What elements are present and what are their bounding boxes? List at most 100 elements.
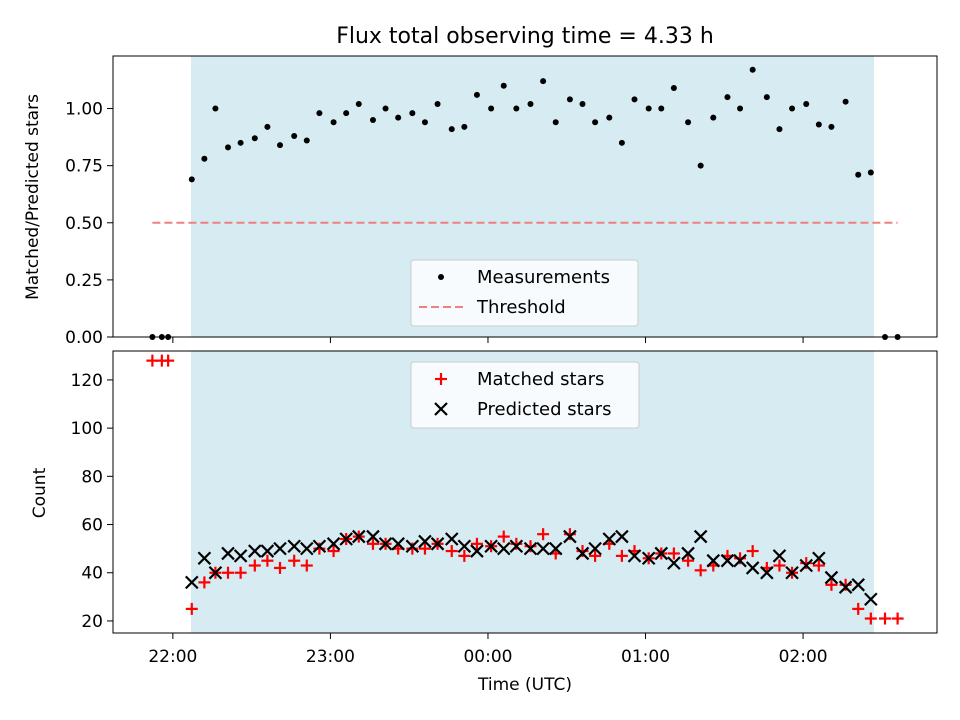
predicted-star-point [627,549,642,563]
predicted-star-point [785,565,799,580]
measurement-point [867,169,874,176]
matched-star-point [537,528,550,541]
legend-measurements-marker [438,274,444,280]
matched-star-point [746,545,759,558]
measurement-point [592,119,599,126]
matched-star-point [198,576,211,589]
measurement-point [540,78,547,85]
y-tick-label: 100 [71,419,103,439]
measurement-point [225,144,232,151]
measurement-point [749,66,756,73]
matched-star-point [773,559,786,572]
measurement-point [461,123,468,130]
matched-star-point [406,542,419,555]
measurement-point [645,105,652,112]
predicted-star-point [563,529,577,544]
measurement-point [631,96,638,103]
measurement-point [527,100,534,107]
predicted-star-point [378,537,393,551]
predicted-star-point [184,575,199,590]
predicted-star-point [352,529,366,544]
predicted-star-point [851,578,866,592]
measurement-point [264,123,271,130]
predicted-star-point [208,565,223,580]
matched-star-point [576,545,589,558]
x-tick-label: 01:00 [621,647,670,667]
predicted-star-point [588,541,602,556]
matched-star-point [313,542,326,555]
matched-star-point [825,578,838,591]
measurement-point [513,105,520,112]
legend-matched-marker [435,373,447,385]
matched-star-point [445,545,458,558]
ratio-legend: Measurements Threshold [410,259,639,327]
measurement-point [237,139,244,146]
measurement-point [697,162,704,169]
predicted-star-point [799,558,814,573]
ratio-y-axis-label: Matched/Predicted stars [23,94,43,300]
y-tick-label: 20 [81,612,103,632]
predicted-star-point [444,532,459,546]
x-tick-label: 22:00 [148,647,197,667]
measurement-point [789,105,796,112]
count-plot-frame [112,350,938,634]
measurement-point [303,137,310,144]
predicted-star-point [233,549,248,563]
predicted-star-point [430,537,445,551]
predicted-star-point [391,537,405,551]
measurement-point [448,126,455,133]
measurement-point [776,126,783,133]
measurement-point [763,94,770,101]
predicted-star-point [273,541,287,556]
count-legend: Matched stars Predicted stars [410,361,640,429]
measurement-point [369,116,376,123]
matched-star-point [510,537,523,550]
measurement-point [658,105,665,112]
y-tick-label: 120 [71,371,103,391]
measurement-point [395,114,402,121]
x-tick-label: 00:00 [463,647,512,667]
measurement-point [552,119,559,126]
predicted-star-point [484,539,498,554]
predicted-star-point [260,544,275,558]
predicted-star-point [641,551,656,566]
measurement-point [500,82,507,89]
y-tick-label: 40 [81,564,103,584]
count-panel: 20 40 60 80 100 120 22:00 23:00 00:00 01:00 02:00… [30,350,938,695]
matched-star-point [682,554,695,567]
predicted-star-point [654,546,669,561]
legend-predicted-marker [434,402,448,416]
matched-star-point [615,549,628,562]
matched-star-point [852,602,865,615]
measurement-point [473,91,480,98]
predicted-star-point [457,539,472,554]
chart-title: Flux total observing time = 4.33 h [336,24,714,49]
predicted-star-point [496,541,511,556]
measurement-point [330,119,337,126]
legend-threshold-label: Threshold [476,297,566,318]
predicted-star-point [548,541,563,556]
predicted-star-point [615,529,629,544]
legend-measurements-label: Measurements [477,267,610,288]
predicted-star-point [720,553,735,568]
matched-star-point [734,552,747,565]
measurement-point [382,105,389,112]
measurement-point [291,132,298,139]
predicted-star-point [197,551,212,566]
predicted-star-point [339,532,353,546]
measurement-point [803,100,810,107]
matched-star-point [185,602,198,615]
predicted-star-point [312,539,327,554]
matched-star-point [839,578,852,591]
x-axis-label: Time (UTC) [477,675,572,695]
matched-star-point [458,549,471,562]
y-tick-label: 1.00 [65,100,103,120]
predicted-star-point [300,541,314,556]
predicted-star-point [470,544,484,558]
predicted-star-point [733,553,747,568]
measurement-point [724,94,731,101]
y-tick-label: 0.75 [65,157,103,177]
matched-star-point [891,612,904,625]
matched-star-point [563,528,576,541]
